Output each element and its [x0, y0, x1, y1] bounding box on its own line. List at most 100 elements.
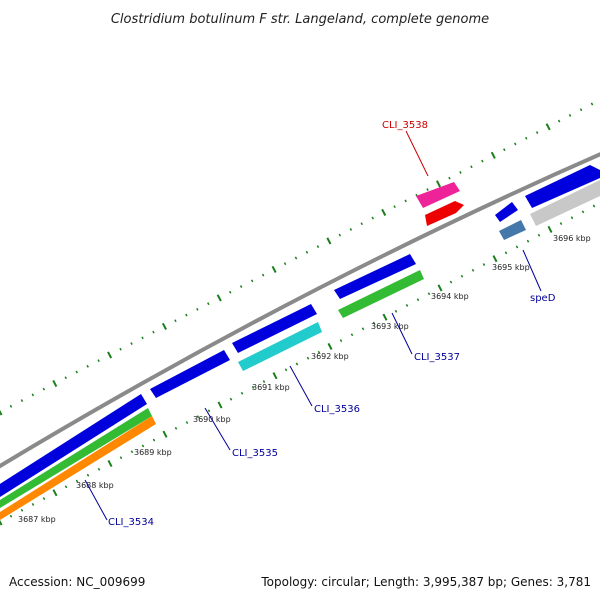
inner-tick-mark — [130, 450, 134, 454]
inner-tick-mark — [570, 216, 574, 220]
inner-tick-mark — [427, 292, 431, 296]
inner-tick-mark — [416, 298, 420, 302]
leader-line-cli-3536 — [289, 365, 313, 407]
outer-tick-mark — [360, 222, 363, 226]
outer-tick-mark — [174, 319, 177, 323]
inner-tick-mark — [152, 438, 156, 442]
outer-tick-mark — [141, 336, 144, 340]
outer-tick-mark — [130, 342, 133, 345]
gene-label-cli-3534[interactable]: CLI_3534 — [108, 517, 154, 528]
ruler-label: 3688 kbp — [76, 481, 114, 490]
outer-tick-mark — [371, 216, 374, 220]
inner-tick-mark — [526, 239, 530, 243]
genome-backbone — [0, 152, 600, 469]
outer-tick-mark — [535, 131, 539, 134]
inner-tick-mark — [537, 233, 541, 237]
inner-tick-track — [0, 204, 596, 526]
gene-label-cli-3538[interactable]: CLI_3538 — [382, 120, 428, 131]
gene-label-cli-3536[interactable]: CLI_3536 — [314, 404, 360, 415]
outer-tick-mark — [326, 237, 332, 245]
outer-tick-mark — [97, 359, 100, 363]
inner-tick-mark — [185, 421, 189, 424]
outer-tick-mark — [393, 205, 396, 209]
outer-tick-mark — [216, 294, 222, 302]
ruler-label: 3693 kbp — [371, 322, 409, 331]
inner-tick-mark — [97, 467, 101, 471]
inner-tick-mark — [339, 339, 343, 343]
ruler-label: 3694 kbp — [431, 292, 469, 301]
gene-feature-orange-cli-3534 — [0, 416, 156, 520]
outer-tick-mark — [490, 151, 496, 159]
gene-feature-cli-3538-magenta — [416, 182, 460, 208]
gene-feature-speD-blue — [495, 202, 518, 222]
outer-tick-mark — [525, 136, 528, 140]
inner-tick-mark — [504, 251, 508, 255]
gene-feature-speD-steel — [499, 220, 526, 240]
outer-tick-mark — [349, 228, 353, 231]
gene-feature-blue-1 — [0, 394, 147, 497]
outer-tick-mark — [42, 387, 46, 391]
ruler-label: 3687 kbp — [18, 515, 56, 524]
inner-tick-mark — [207, 409, 211, 413]
inner-tick-mark — [449, 280, 453, 284]
inner-tick-mark — [471, 268, 475, 272]
leader-line-cli-3535 — [204, 407, 231, 451]
inner-tick-mark — [42, 497, 46, 501]
gene-feature-blue-cli-3535 — [150, 350, 230, 398]
outer-tick-mark — [161, 322, 167, 330]
inner-tick-mark — [119, 456, 123, 460]
gene-feature-green-1 — [0, 408, 152, 508]
inner-tick-mark — [350, 333, 354, 337]
outer-tick-mark — [459, 171, 462, 174]
outer-tick-mark — [31, 393, 35, 397]
inner-tick-mark — [86, 473, 90, 477]
inner-tick-mark — [141, 444, 145, 448]
outer-tick-mark — [229, 290, 232, 294]
forward-features — [416, 165, 600, 240]
gene-label-speD[interactable]: speD — [530, 293, 556, 304]
inner-tick-mark — [284, 368, 288, 372]
outer-tick-mark — [470, 165, 473, 169]
leader-line-cli-3538 — [405, 130, 429, 177]
outer-tick-mark — [481, 159, 484, 163]
outer-tick-mark — [590, 102, 594, 106]
gene-feature-cyan-cli-3536 — [238, 322, 322, 371]
outer-tick-mark — [503, 148, 506, 152]
inner-tick-mark — [559, 222, 563, 225]
inner-tick-mark — [592, 204, 596, 208]
inner-tick-mark — [52, 489, 58, 497]
inner-tick-mark — [382, 313, 388, 321]
outer-tick-mark — [152, 330, 155, 334]
ruler-label: 3696 kbp — [553, 234, 591, 243]
outer-tick-mark — [86, 364, 89, 368]
inner-tick-mark — [482, 263, 486, 266]
outer-tick-mark — [579, 108, 583, 112]
outer-tick-mark — [185, 313, 188, 317]
outer-tick-mark — [436, 180, 441, 188]
gene-label-cli-3535[interactable]: CLI_3535 — [232, 448, 278, 459]
outer-tick-mark — [207, 302, 210, 306]
outer-tick-mark — [283, 262, 287, 266]
inner-tick-mark — [107, 459, 113, 468]
gene-feature-blue-top-right — [525, 165, 600, 208]
ruler-labels: 3687 kbp 3688 kbp 3689 kbp 3690 kbp 3691… — [18, 234, 591, 524]
gene-label-cli-3537[interactable]: CLI_3537 — [414, 352, 460, 363]
outer-tick-mark — [568, 113, 572, 117]
outer-tick-mark — [545, 123, 551, 131]
leader-line-cli-3537 — [391, 312, 413, 355]
gene-feature-cli-3538-red — [425, 201, 464, 226]
outer-tick-mark — [20, 399, 24, 403]
gene-feature-grey — [530, 180, 600, 226]
inner-tick-mark — [262, 380, 266, 383]
ruler-label: 3692 kbp — [311, 352, 349, 361]
inner-tick-mark — [405, 304, 409, 307]
ruler-label: 3689 kbp — [134, 448, 172, 457]
gene-feature-green-cli-3537 — [338, 270, 424, 318]
inner-tick-mark — [547, 225, 553, 233]
inner-tick-mark — [515, 245, 519, 249]
inner-tick-mark — [217, 401, 223, 409]
outer-tick-mark — [0, 409, 3, 416]
outer-tick-mark — [75, 370, 78, 374]
inner-tick-mark — [361, 327, 365, 331]
